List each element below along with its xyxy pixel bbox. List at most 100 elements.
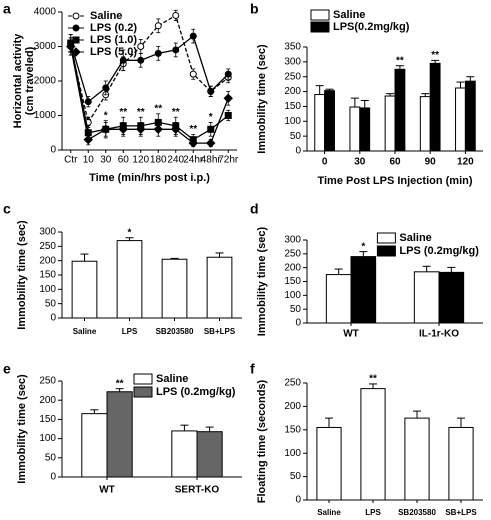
y-tick-label: 150 bbox=[39, 270, 56, 281]
panel-letter: b bbox=[250, 1, 259, 17]
x-tick-label: SB+LPS bbox=[445, 508, 477, 517]
y-tick-label: 100 bbox=[284, 448, 301, 459]
legend-label: LPS (0.2) bbox=[90, 22, 137, 34]
legend-label: Saline bbox=[399, 232, 431, 244]
y-axis-label: Immobility time (sec) bbox=[256, 226, 268, 336]
legend-label: LPS (0.2mg/kg) bbox=[399, 245, 479, 257]
y-tick-label: 150 bbox=[39, 414, 56, 425]
x-tick-label: 60 bbox=[389, 157, 401, 168]
x-tick-label: WT bbox=[343, 329, 359, 340]
bar bbox=[350, 256, 377, 324]
y-tick-label: 200 bbox=[284, 86, 301, 97]
y-tick-label: 0 bbox=[295, 495, 301, 506]
bar bbox=[161, 258, 188, 319]
significance: * bbox=[361, 241, 365, 252]
x-tick-label: 240 bbox=[167, 155, 184, 166]
marker bbox=[188, 138, 198, 148]
x-tick-label: SB203580 bbox=[156, 327, 194, 336]
y-tick-label: 150 bbox=[284, 101, 301, 112]
y-axis-label: (cm traveled) bbox=[24, 46, 36, 115]
significance: ** bbox=[369, 374, 377, 385]
marker bbox=[118, 124, 128, 135]
legend-marker bbox=[72, 12, 80, 20]
legend-swatch bbox=[376, 245, 396, 257]
y-tick-label: 100 bbox=[284, 290, 301, 301]
x-tick-label: SERT-KO bbox=[175, 485, 220, 496]
x-tick-label: 120 bbox=[457, 157, 474, 168]
significance: ** bbox=[396, 55, 404, 66]
y-tick-label: 100 bbox=[284, 116, 301, 127]
bar bbox=[314, 94, 326, 152]
marker bbox=[171, 124, 181, 135]
legend-swatch bbox=[133, 386, 153, 398]
y-axis-label: Immobility time (sec) bbox=[256, 44, 268, 154]
legend-swatch bbox=[133, 373, 153, 385]
marker bbox=[172, 46, 180, 54]
y-tick-label: 150 bbox=[284, 276, 301, 287]
bar bbox=[404, 417, 430, 501]
bar bbox=[116, 240, 143, 319]
bar bbox=[81, 413, 108, 478]
bar bbox=[316, 426, 342, 501]
legend-label: Saline bbox=[333, 9, 365, 21]
bar bbox=[71, 260, 98, 319]
marker bbox=[154, 22, 162, 30]
legend-label: Saline bbox=[156, 373, 188, 385]
y-tick-label: 100 bbox=[39, 433, 56, 444]
bar bbox=[413, 271, 440, 324]
marker bbox=[207, 87, 215, 95]
marker bbox=[224, 70, 232, 78]
y-tick-label: 4000 bbox=[34, 7, 57, 18]
marker bbox=[189, 70, 197, 78]
y-tick-label: 0 bbox=[50, 145, 56, 156]
bar bbox=[360, 388, 386, 501]
x-tick-label: 180 bbox=[150, 155, 167, 166]
x-tick-label: 120 bbox=[132, 155, 149, 166]
marker bbox=[137, 56, 145, 64]
significance: ** bbox=[189, 124, 197, 135]
panel-letter: d bbox=[250, 201, 259, 217]
marker bbox=[189, 32, 197, 40]
marker bbox=[153, 124, 163, 135]
x-tick-label: 30 bbox=[354, 157, 366, 168]
legend-label: Saline bbox=[90, 10, 122, 22]
y-tick-label: 0 bbox=[295, 318, 301, 329]
bar bbox=[196, 431, 223, 478]
y-tick-label: 200 bbox=[39, 255, 56, 266]
y-tick-label: 250 bbox=[284, 248, 301, 259]
y-tick-label: 300 bbox=[284, 235, 301, 246]
significance: * bbox=[104, 110, 108, 121]
y-tick-label: 150 bbox=[284, 424, 301, 435]
x-tick-label: 0 bbox=[322, 157, 328, 168]
x-axis-label: Time Post LPS Injection (min) bbox=[317, 175, 472, 187]
legend-swatch bbox=[310, 21, 330, 33]
legend-label: LPS (5.0) bbox=[90, 46, 137, 58]
x-tick-label: WT bbox=[99, 485, 115, 496]
bar bbox=[464, 80, 476, 152]
series-line bbox=[70, 14, 229, 125]
y-tick-label: 200 bbox=[39, 395, 56, 406]
bar bbox=[455, 87, 466, 152]
bar bbox=[206, 256, 233, 319]
x-tick-label: 48hr bbox=[201, 155, 222, 166]
bar bbox=[325, 274, 352, 324]
bar bbox=[171, 430, 198, 478]
y-tick-label: 100 bbox=[39, 284, 56, 295]
y-tick-label: 200 bbox=[284, 401, 301, 412]
marker bbox=[137, 43, 145, 50]
marker bbox=[206, 138, 216, 148]
bar bbox=[438, 271, 465, 324]
x-tick-label: SB203580 bbox=[398, 508, 436, 517]
bar bbox=[359, 107, 371, 152]
x-tick-label: 10 bbox=[83, 155, 95, 166]
y-tick-label: 0 bbox=[50, 313, 56, 324]
marker bbox=[207, 125, 215, 133]
y-tick-label: 300 bbox=[284, 56, 301, 67]
y-tick-label: 250 bbox=[39, 241, 56, 252]
y-tick-label: 350 bbox=[284, 42, 301, 53]
bar bbox=[394, 68, 406, 152]
bar bbox=[349, 106, 361, 152]
panel-letter: e bbox=[3, 361, 11, 377]
marker bbox=[224, 112, 232, 119]
